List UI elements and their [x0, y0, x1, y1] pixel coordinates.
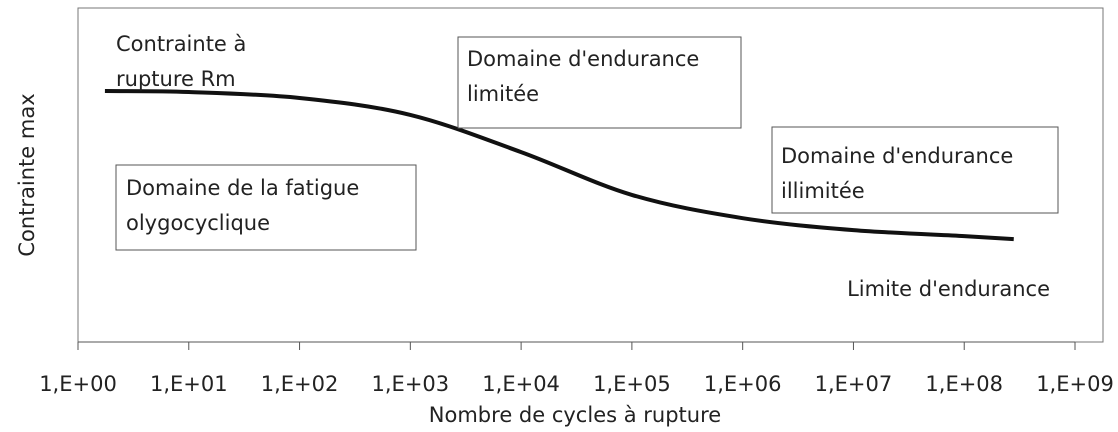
annotation: olygocyclique: [126, 211, 270, 235]
annotation: Limite d'endurance: [847, 277, 1050, 301]
annotation: limitée: [467, 82, 539, 106]
x-tick-label: 1,E+07: [815, 372, 893, 396]
annotation: illimitée: [781, 179, 865, 203]
x-tick-label: 1,E+05: [593, 372, 671, 396]
annotation: Domaine d'endurance: [781, 144, 1013, 168]
annotation-box: [115, 164, 417, 251]
annotation: Domaine d'endurance: [467, 47, 699, 71]
y-axis-label: Contrainte max: [15, 93, 39, 256]
x-axis-label: Nombre de cycles à rupture: [429, 403, 721, 427]
annotation-box: [457, 36, 742, 129]
annotation-box: [771, 126, 1059, 214]
x-tick-label: 1,E+01: [150, 372, 228, 396]
annotation: rupture Rm: [116, 67, 236, 91]
curve: [104, 89, 1014, 242]
x-tick-label: 1,E+00: [39, 372, 117, 396]
x-tick-label: 1,E+09: [1036, 372, 1114, 396]
annotation: Domaine de la fatigue: [126, 176, 359, 200]
x-tick-label: 1,E+03: [372, 372, 450, 396]
x-tick-label: 1,E+02: [261, 372, 339, 396]
x-tick-label: 1,E+06: [704, 372, 782, 396]
x-tick-label: 1,E+04: [482, 372, 560, 396]
annotation: Contrainte à: [116, 32, 246, 56]
x-tick-label: 1,E+08: [925, 372, 1003, 396]
